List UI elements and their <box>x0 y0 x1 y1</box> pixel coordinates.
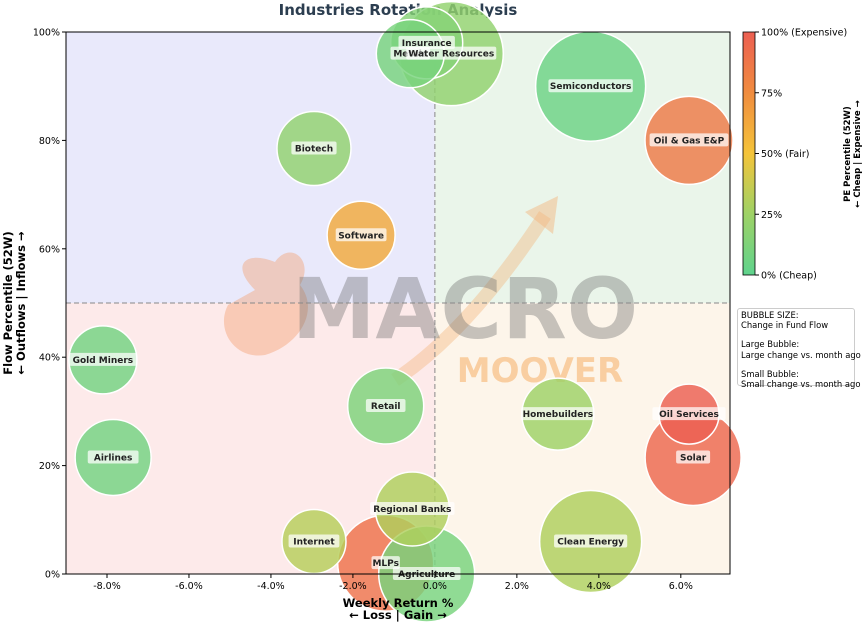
bubble-labels: InsuranceMetalsWater ResourcesSemiconduc… <box>69 35 729 580</box>
legend-gap <box>741 360 851 369</box>
colorbar-label-line1: PE Percentile (52W) <box>843 106 853 202</box>
watermark-figure-shape <box>223 252 308 356</box>
label-bg-solar <box>676 450 711 464</box>
label-bg-water-resources <box>406 46 497 60</box>
label-water-resources: Water Resources <box>408 50 494 60</box>
x-tick-label: 6.0% <box>669 581 693 592</box>
x-tick-label: -8.0% <box>93 581 121 592</box>
plot-frame <box>65 31 731 575</box>
label-mlps: MLPs <box>372 559 399 569</box>
y-axis-label-line1: Flow Percentile (52W) <box>1 231 15 374</box>
x-axis-ticks: -8.0% -6.0% -4.0% -2.0% 0.0% 2.0% 4.0% 6.0% <box>93 574 693 592</box>
y-tick-label: 0% <box>45 570 60 581</box>
label-regional-banks: Regional Banks <box>373 505 451 515</box>
label-retail: Retail <box>371 402 401 412</box>
legend-line: BUBBLE SIZE: <box>741 310 799 320</box>
label-agriculture: Agriculture <box>398 570 455 580</box>
y-tick-label: 40% <box>39 353 60 364</box>
label-bg-insurance <box>398 35 455 49</box>
label-bg-biotech <box>291 141 337 155</box>
label-homebuilders: Homebuilders <box>523 410 594 420</box>
label-bg-clean-energy <box>554 534 628 548</box>
label-semiconductors: Semiconductors <box>550 82 631 92</box>
legend-gap <box>741 330 851 339</box>
label-solar: Solar <box>680 453 707 463</box>
y-tick-label: 20% <box>39 461 60 472</box>
label-bg-software <box>335 228 387 242</box>
label-biotech: Biotech <box>295 145 333 155</box>
y-tick-label: 100% <box>33 28 60 39</box>
label-bg-oil-services <box>652 407 726 421</box>
x-tick-label: -4.0% <box>257 581 285 592</box>
y-tick-label: 80% <box>39 136 60 147</box>
y-axis-label-line2: ← Outflows | Inflows → <box>14 231 28 375</box>
label-clean-energy: Clean Energy <box>557 537 624 547</box>
legend-line: Small change vs. month ago <box>741 379 861 390</box>
colorbar-tick-label: 75% <box>761 88 782 99</box>
colorbar-ticks: 0% (Cheap) 25% 50% (Fair) 75% 100% (Expensiv… <box>755 28 847 282</box>
x-axis-label-line1: Weekly Return % <box>343 596 454 610</box>
x-tick-label: 4.0% <box>587 581 611 592</box>
label-bg-regional-banks <box>370 501 455 515</box>
label-gold-miners: Gold Miners <box>73 356 134 366</box>
label-oil-services: Oil Services <box>659 410 719 420</box>
colorbar-tick-label: 25% <box>761 210 782 221</box>
colorbar-label-line2: ← Cheap | Expensive → <box>853 100 863 208</box>
label-airlines: Airlines <box>94 453 133 463</box>
label-bg-homebuilders <box>521 407 595 421</box>
label-insurance: Insurance <box>402 39 452 49</box>
bubble-size-legend: BUBBLE SIZE: Change in Fund Flow Large B… <box>737 308 861 390</box>
label-bg-oil-gas-e-p <box>649 133 729 147</box>
label-internet: Internet <box>293 537 335 547</box>
x-tick-label: -6.0% <box>175 581 203 592</box>
colorbar-tick-label: 50% (Fair) <box>761 149 810 160</box>
x-tick-label: 2.0% <box>505 581 529 592</box>
label-bg-semiconductors <box>548 79 633 93</box>
colorbar <box>742 31 756 276</box>
colorbar-tick-label: 0% (Cheap) <box>761 271 817 282</box>
label-oil-gas-e-p: Oil & Gas E&P <box>654 136 725 146</box>
legend-line: Small Bubble: <box>741 368 799 379</box>
legend-line: Large Bubble: <box>741 339 800 350</box>
x-tick-label: -2.0% <box>339 581 367 592</box>
label-bg-mlps <box>371 556 400 570</box>
watermark-text: MACRO <box>292 260 638 358</box>
y-tick-label: 60% <box>39 244 60 255</box>
x-tick-label: 0.0% <box>423 581 447 592</box>
legend-line: Large change vs. month ago <box>741 349 861 360</box>
legend-line: Change in Fund Flow <box>741 320 829 331</box>
watermark-arrow-head <box>525 196 558 234</box>
label-bg-internet <box>288 534 340 548</box>
label-bg-airlines <box>87 450 139 464</box>
label-bg-gold-miners <box>69 352 137 366</box>
watermark-arrow-shaft <box>391 211 551 386</box>
label-software: Software <box>338 231 384 241</box>
x-axis-label-line2: ← Loss | Gain → <box>349 608 447 622</box>
colorbar-tick-label: 100% (Expensive) <box>761 28 847 39</box>
label-bg-retail <box>365 398 406 412</box>
y-axis-ticks: 0% 20% 40% 60% 80% 100% <box>33 28 66 581</box>
